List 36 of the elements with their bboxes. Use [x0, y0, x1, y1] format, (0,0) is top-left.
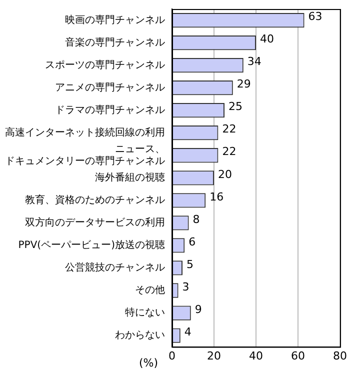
y-tick-label: PPV(ペーパービュー)放送の視聴	[18, 239, 165, 252]
x-tick-label: 20	[207, 349, 221, 362]
y-tick-label: ニュース、ドキュメンタリーの専門チャンネル	[5, 144, 165, 167]
y-tick-label: 教育、資格のためのチャンネル	[25, 194, 165, 206]
x-tick-label: 60	[291, 349, 305, 362]
y-tick-label: 特にない	[125, 306, 165, 319]
y-tick-label: 高速インターネット接続回線の利用	[5, 126, 165, 138]
data-label: 8	[192, 212, 200, 226]
data-label: 40	[260, 32, 274, 46]
data-label: 4	[184, 325, 192, 338]
y-tick-label: スポーツの専門チャンネル	[45, 58, 165, 71]
data-label: 9	[194, 302, 202, 316]
y-tick-label: 音楽の専門チャンネル	[65, 36, 165, 48]
y-tick-label: アニメの専門チャンネル	[55, 81, 165, 94]
y-tick-label: 映画の専門チャンネル	[65, 14, 165, 26]
data-label: 16	[210, 190, 224, 204]
data-label: 5	[186, 258, 194, 271]
x-tick-label: 0	[168, 349, 176, 362]
data-label: 63	[308, 10, 322, 24]
data-label: 22	[222, 145, 236, 158]
y-tick-label: 公営競技のチャンネル	[65, 262, 165, 274]
data-label: 6	[188, 235, 196, 248]
data-label: 25	[228, 100, 242, 114]
data-label: 3	[182, 280, 190, 294]
y-tick-label: わからない	[115, 330, 165, 342]
y-tick-label: 海外番組の視聴	[95, 171, 165, 184]
y-tick-label: 双方向のデータサービスの利用	[25, 216, 165, 229]
x-tick-label: 40	[249, 349, 263, 362]
x-tick-label: 80	[333, 349, 347, 362]
data-label: 20	[218, 168, 232, 181]
y-tick-label: その他	[135, 284, 165, 296]
data-label: 22	[222, 122, 236, 136]
data-label: 29	[236, 78, 251, 91]
y-tick-label: ドラマの専門チャンネル	[55, 104, 165, 116]
x-axis-title: (%)	[138, 356, 158, 370]
data-label: 34	[247, 55, 262, 68]
